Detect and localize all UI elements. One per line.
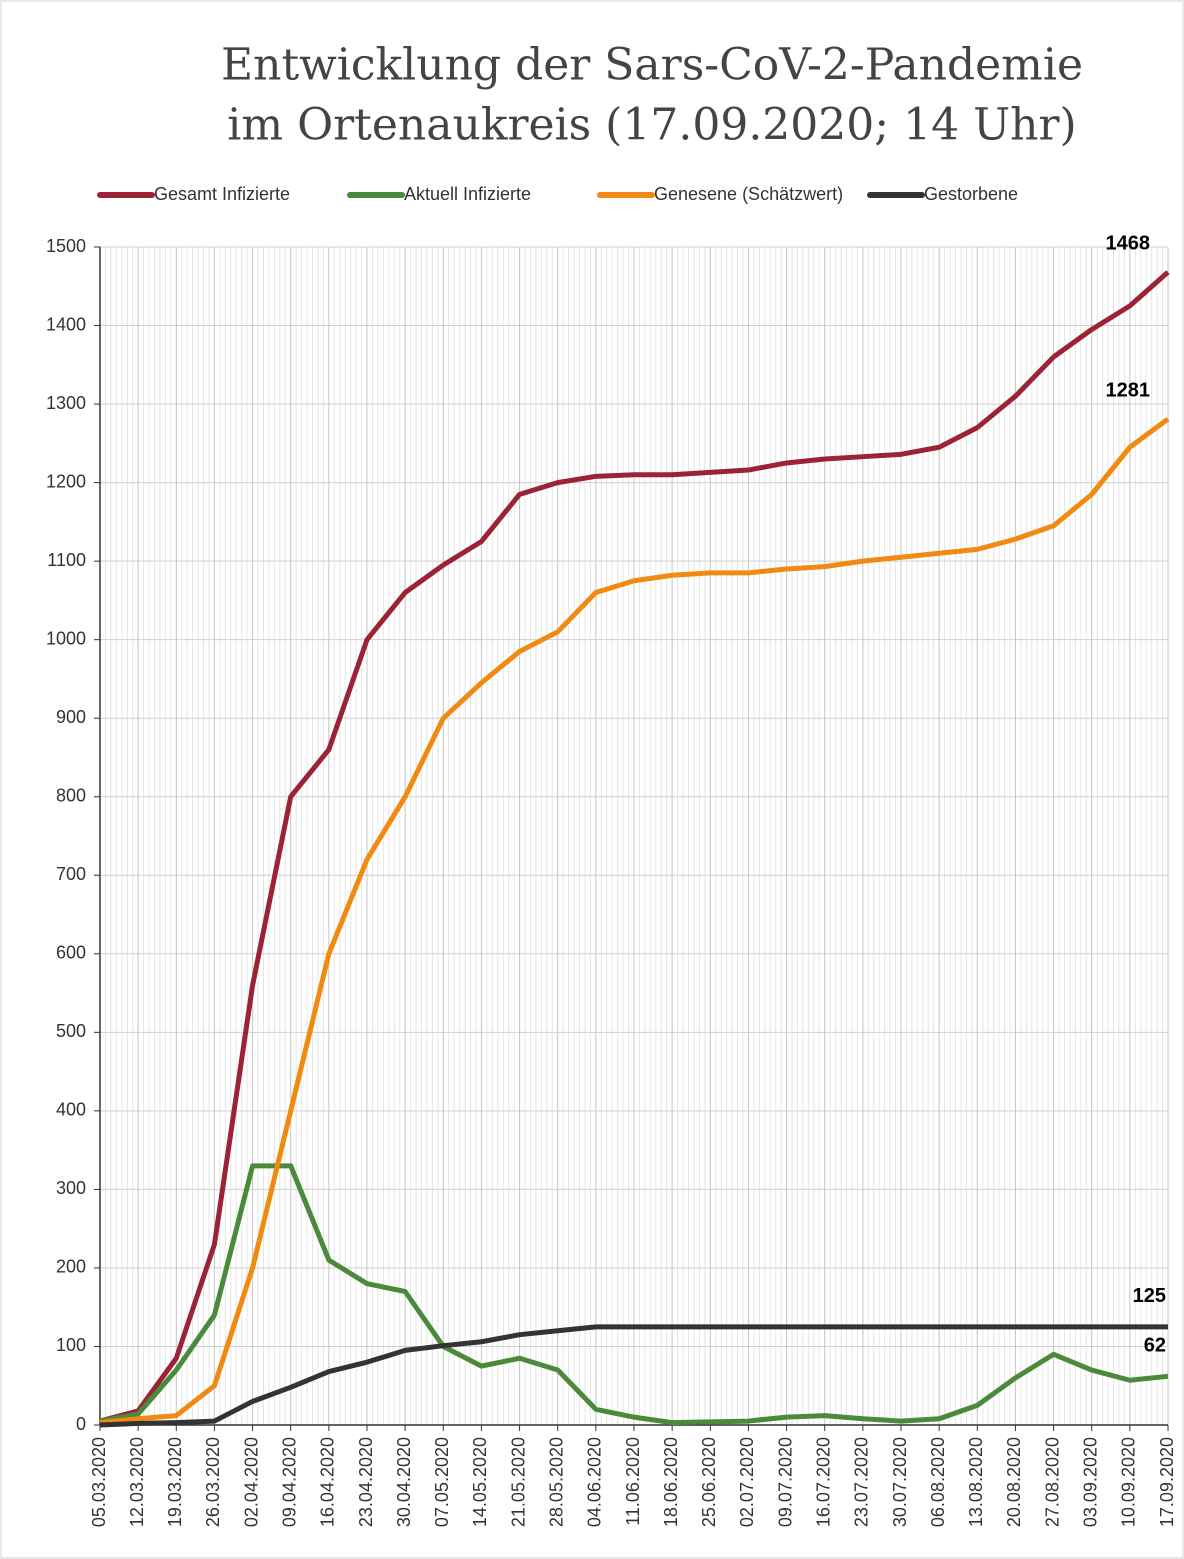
x-tick-label: 03.09.2020: [1080, 1437, 1100, 1527]
y-tick-label: 200: [56, 1257, 86, 1277]
y-tick-label: 600: [56, 943, 86, 963]
x-tick-label: 18.06.2020: [661, 1437, 681, 1527]
x-tick-label: 16.04.2020: [318, 1437, 338, 1527]
legend-label: Gesamt Infizierte: [154, 184, 290, 204]
x-tick-label: 30.04.2020: [394, 1437, 414, 1527]
y-tick-label: 300: [56, 1178, 86, 1198]
x-tick-label: 26.03.2020: [203, 1437, 223, 1527]
x-tick-label: 02.04.2020: [241, 1437, 261, 1527]
legend-label: Aktuell Infizierte: [404, 184, 531, 204]
y-tick-label: 800: [56, 785, 86, 805]
y-tick-label: 1100: [47, 550, 86, 570]
y-tick-label: 900: [56, 707, 86, 727]
y-tick-label: 0: [76, 1414, 86, 1434]
x-tick-label: 05.03.2020: [89, 1437, 109, 1527]
legend-label: Genesene (Schätzwert): [654, 184, 843, 204]
x-tick-label: 21.05.2020: [508, 1437, 528, 1527]
x-tick-label: 17.09.2020: [1157, 1437, 1177, 1527]
y-tick-label: 1500: [46, 236, 86, 256]
x-tick-label: 23.07.2020: [852, 1437, 872, 1527]
x-tick-label: 09.07.2020: [775, 1437, 795, 1527]
x-tick-label: 16.07.2020: [813, 1437, 833, 1527]
y-tick-label: 100: [56, 1335, 86, 1355]
end-label: 125: [1133, 1285, 1166, 1307]
x-tick-label: 06.08.2020: [928, 1437, 948, 1527]
x-tick-label: 07.05.2020: [432, 1437, 452, 1527]
end-label: 62: [1144, 1335, 1166, 1357]
x-tick-label: 13.08.2020: [966, 1437, 986, 1527]
chart-title: Entwicklung der Sars-CoV-2-Pandemie: [221, 40, 1083, 91]
x-tick-label: 19.03.2020: [165, 1437, 185, 1527]
x-tick-label: 20.08.2020: [1004, 1437, 1024, 1527]
x-tick-label: 09.04.2020: [279, 1437, 299, 1527]
x-tick-label: 10.09.2020: [1119, 1437, 1139, 1527]
series-line: [99, 416, 1170, 1426]
y-tick-label: 1300: [46, 393, 86, 413]
end-label: 1468: [1106, 232, 1151, 254]
series-line: [99, 270, 1170, 1424]
y-tick-label: 1400: [46, 314, 86, 334]
x-tick-label: 02.07.2020: [737, 1437, 757, 1527]
y-tick-label: 1200: [46, 471, 86, 491]
chart-title: im Ortenaukreis (17.09.2020; 14 Uhr): [227, 100, 1076, 151]
x-tick-label: 28.05.2020: [546, 1437, 566, 1527]
y-tick-label: 400: [56, 1100, 86, 1120]
x-tick-label: 12.03.2020: [127, 1437, 147, 1527]
y-tick-label: 700: [56, 864, 86, 884]
x-tick-label: 23.04.2020: [356, 1437, 376, 1527]
y-tick-label: 500: [56, 1021, 86, 1041]
x-tick-label: 27.08.2020: [1042, 1437, 1062, 1527]
x-tick-label: 30.07.2020: [890, 1437, 910, 1527]
end-label: 1281: [1106, 379, 1151, 401]
y-tick-label: 1000: [46, 628, 86, 648]
x-tick-label: 14.05.2020: [470, 1437, 490, 1527]
x-tick-label: 25.06.2020: [699, 1437, 719, 1527]
series-line: [99, 1324, 1168, 1428]
x-tick-label: 11.06.2020: [623, 1437, 643, 1526]
x-tick-label: 04.06.2020: [585, 1437, 605, 1527]
legend-label: Gestorbene: [924, 184, 1018, 204]
